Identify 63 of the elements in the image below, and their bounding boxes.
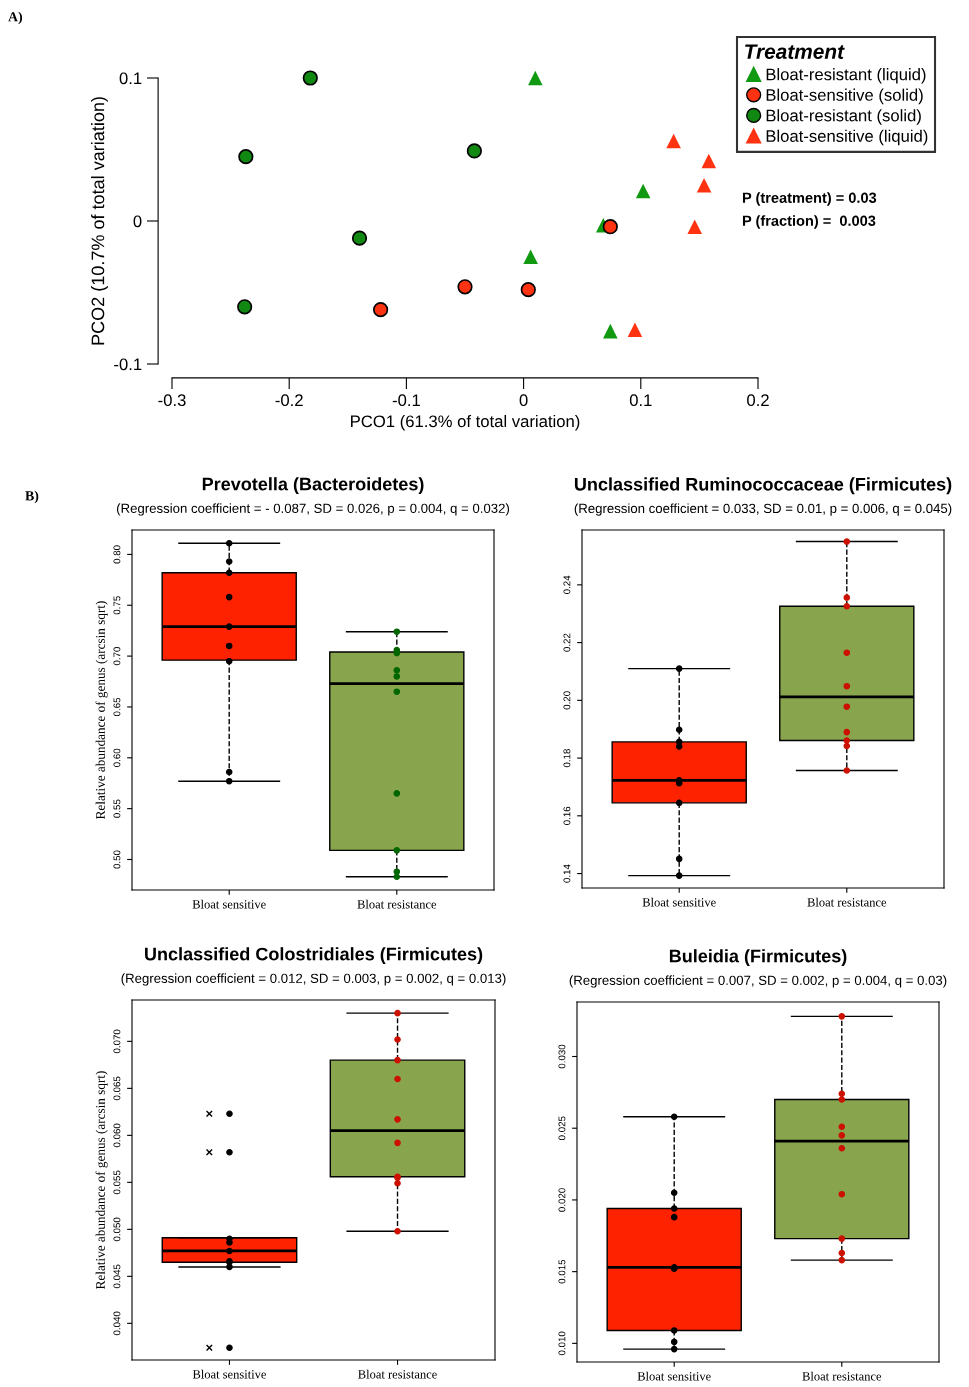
y-tick-label: 0.60 <box>113 748 121 767</box>
legend-label: Bloat-resistant (solid) <box>766 109 921 125</box>
y-tick-label: 0.14 <box>563 864 571 883</box>
x-tick-label: -0.1 <box>392 394 420 407</box>
chart-subtitle: (Regression coefficient = 0.007, SD = 0.002, p = 0.004, q = 0.03) <box>569 975 947 988</box>
chart-title: Unclassified Colostridiales (Firmicutes) <box>145 947 483 964</box>
legend-title: Treatment <box>745 44 845 59</box>
x-tick-label: Bloat resistance <box>802 1371 882 1381</box>
y-axis-title: Relative abundance of genus (arcsin sqrt) <box>95 601 108 819</box>
x-tick-label: Bloat sensitive <box>192 1369 267 1379</box>
x-tick-label: -0.3 <box>158 394 186 407</box>
y-tick-label: 0.065 <box>113 1076 121 1101</box>
y-tick-label: 0.015 <box>558 1259 566 1284</box>
x-tick-label: Bloat resistance <box>807 897 887 907</box>
text: B) <box>25 490 39 504</box>
chart-subtitle: (Regression coefficient = - 0.087, SD = 0.026, p = 0.004, q = 0.032) <box>117 503 510 516</box>
chart-subtitle: (Regression coefficient = 0.033, SD = 0.01, p = 0.006, q = 0.045) <box>574 503 952 516</box>
y-tick-label: 0 <box>133 215 142 228</box>
y-tick-label: 0.055 <box>113 1170 121 1195</box>
y-tick-label: 0.040 <box>113 1311 121 1336</box>
x-tick-label: -0.2 <box>275 394 303 407</box>
y-tick-label: 0.025 <box>558 1116 566 1140</box>
y-tick-label: 0.060 <box>113 1123 121 1148</box>
y-tick-label: 0.75 <box>113 596 121 615</box>
y-tick-label: 0.050 <box>113 1217 121 1242</box>
chart-subtitle: (Regression coefficient = 0.012, SD = 0.003, p = 0.002, q = 0.013) <box>121 973 506 986</box>
legend-label: Bloat-sensitive (liquid) <box>766 129 928 146</box>
x-tick-label: Bloat sensitive <box>192 899 266 909</box>
y-tick-label: 0.50 <box>113 850 121 869</box>
y-tick-label: 0.070 <box>113 1029 121 1054</box>
y-tick-label: 0.1 <box>119 72 142 85</box>
y-tick-label: 0.65 <box>113 697 121 717</box>
y-tick-label: 0.20 <box>563 691 571 710</box>
chart-title: Unclassified Ruminococcaceae (Firmicutes) <box>574 477 952 495</box>
y-tick-label: 0.030 <box>558 1044 566 1069</box>
annotation: P (treatment) = 0.03 <box>742 192 877 206</box>
x-axis-title: PCO1 (61.3% of total variation) <box>351 414 580 431</box>
text: A) <box>8 11 23 25</box>
x-tick-label: 0 <box>519 394 528 407</box>
y-tick-label: 0.010 <box>558 1331 566 1356</box>
y-axis-title: Relative abundance of genus (arcsin sqrt) <box>95 1071 108 1289</box>
chart-title: Prevotella (Bacteroidetes) <box>202 477 424 494</box>
y-tick-label: -0.1 <box>114 358 142 371</box>
y-axis-title: PCO2 (10.7% of total variation) <box>91 97 108 345</box>
y-tick-label: 0.020 <box>558 1188 566 1212</box>
x-tick-label: 0.1 <box>629 394 652 407</box>
y-tick-label: 0.80 <box>113 545 121 564</box>
chart-title: Buleidia (Firmicutes) <box>669 949 847 966</box>
y-tick-label: 0.16 <box>563 806 571 825</box>
x-tick-label: Bloat resistance <box>358 1369 437 1379</box>
annotation: P (fraction) = 0.003 <box>742 215 876 229</box>
y-tick-label: 0.70 <box>113 647 121 666</box>
x-tick-label: Bloat sensitive <box>637 1371 711 1381</box>
x-tick-label: Bloat sensitive <box>642 897 716 907</box>
y-tick-label: 0.045 <box>113 1264 121 1289</box>
legend-label: Bloat-sensitive (solid) <box>766 88 923 105</box>
legend-label: Bloat-resistant (liquid) <box>766 68 926 84</box>
x-tick-label: 0.2 <box>747 394 769 407</box>
y-tick-label: 0.18 <box>563 749 571 768</box>
y-tick-label: 0.55 <box>113 799 121 818</box>
x-tick-label: Bloat resistance <box>357 899 437 909</box>
y-tick-label: 0.24 <box>563 575 571 594</box>
y-tick-label: 0.22 <box>563 633 571 652</box>
